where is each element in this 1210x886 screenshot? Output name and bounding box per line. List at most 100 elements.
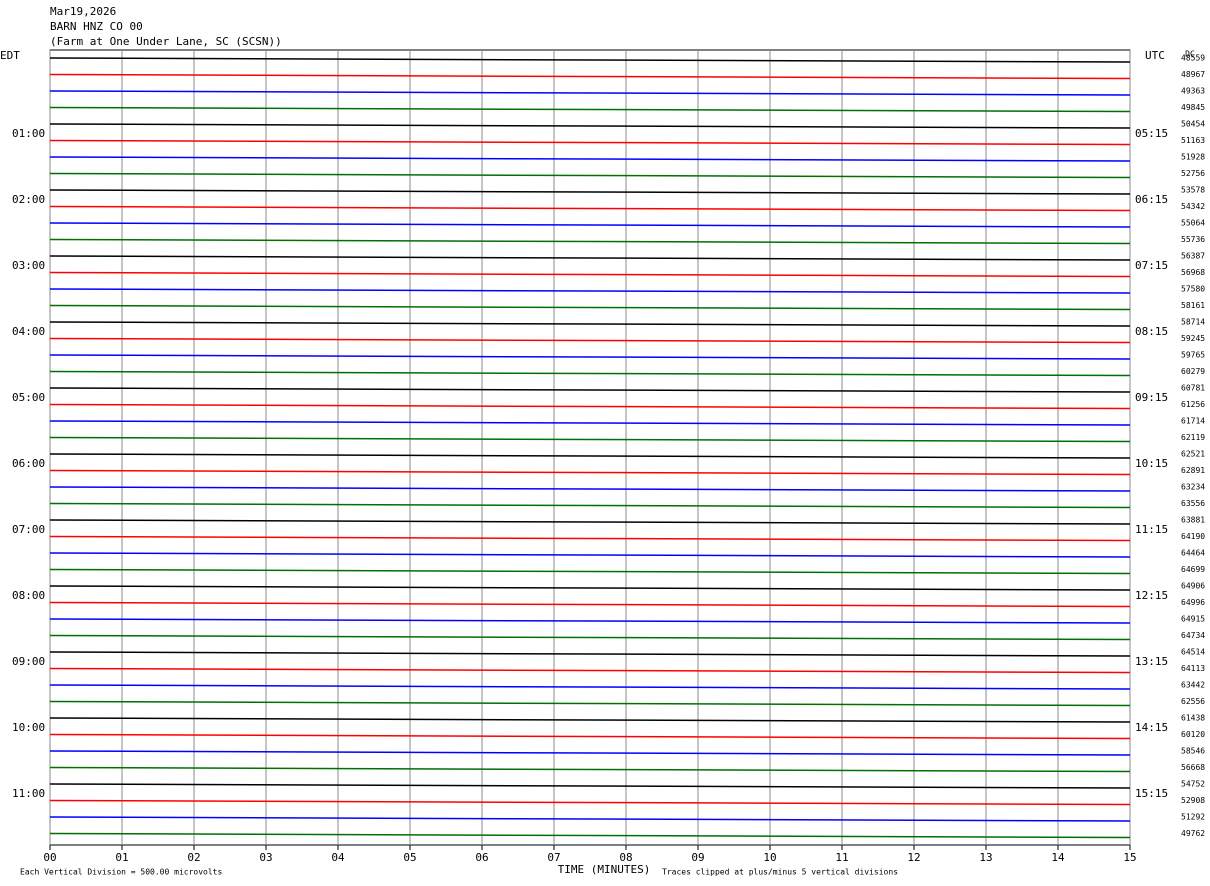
trace [49, 304, 1131, 311]
dc-value: 55736 [1181, 235, 1205, 244]
title-date: Mar19,2026 [50, 5, 116, 18]
trace [49, 238, 1131, 245]
trace [49, 486, 1131, 492]
x-tick-label: 01 [115, 851, 128, 864]
dc-value: 48559 [1181, 54, 1205, 63]
trace [49, 370, 1131, 377]
x-tick-label: 03 [259, 851, 272, 864]
trace [49, 288, 1131, 294]
dc-value: 59245 [1181, 334, 1205, 343]
trace [49, 222, 1131, 228]
trace [49, 783, 1131, 789]
trace [49, 684, 1131, 690]
x-tick-label: 13 [979, 851, 992, 864]
left-time-label: 01:00 [12, 127, 45, 140]
left-time-label: 02:00 [12, 193, 45, 206]
x-tick-label: 11 [835, 851, 848, 864]
dc-value: 54342 [1181, 202, 1205, 211]
dc-value: 49762 [1181, 829, 1205, 838]
trace [49, 436, 1131, 443]
left-time-label: EDT [0, 49, 20, 62]
right-time-label: 08:15 [1135, 325, 1168, 338]
left-time-label: 08:00 [12, 589, 45, 602]
right-time-label: 07:15 [1135, 259, 1168, 272]
trace [49, 139, 1131, 146]
x-axis-label: TIME (MINUTES) [558, 863, 651, 876]
trace [49, 667, 1131, 674]
plot-frame [49, 49, 1131, 846]
trace [49, 502, 1131, 509]
dc-value: 60781 [1181, 384, 1205, 393]
trace [49, 799, 1131, 806]
dc-value: 64514 [1181, 648, 1205, 657]
trace [49, 403, 1131, 410]
x-tick-label: 09 [691, 851, 704, 864]
dc-label: DC [1185, 50, 1195, 59]
x-tick-label: 04 [331, 851, 345, 864]
dc-value: 64734 [1181, 631, 1205, 640]
trace [49, 106, 1131, 113]
title-station: BARN HNZ CO 00 [50, 20, 143, 33]
trace [49, 568, 1131, 575]
dc-value: 60120 [1181, 730, 1205, 739]
trace [49, 255, 1131, 261]
x-tick-label: 12 [907, 851, 920, 864]
dc-value: 64464 [1181, 549, 1205, 558]
left-time-label: 03:00 [12, 259, 45, 272]
trace [49, 601, 1131, 608]
right-time-label: 12:15 [1135, 589, 1168, 602]
dc-value: 58161 [1181, 301, 1205, 310]
trace [49, 205, 1131, 212]
dc-value: 52756 [1181, 169, 1205, 178]
x-tick-label: 14 [1051, 851, 1065, 864]
trace [49, 832, 1131, 839]
dc-value: 58546 [1181, 747, 1205, 756]
left-time-label: 11:00 [12, 787, 45, 800]
dc-value: 59765 [1181, 351, 1205, 360]
dc-value: 56387 [1181, 252, 1205, 261]
x-tick-label: 08 [619, 851, 632, 864]
right-time-label: 09:15 [1135, 391, 1168, 404]
x-tick-label: 10 [763, 851, 776, 864]
dc-value: 64699 [1181, 565, 1205, 574]
dc-value: 64996 [1181, 598, 1205, 607]
dc-value: 64906 [1181, 582, 1205, 591]
trace [49, 420, 1131, 426]
title-location: (Farm at One Under Lane, SC (SCSN)) [50, 35, 282, 48]
trace [49, 337, 1131, 344]
trace [49, 618, 1131, 624]
trace [49, 766, 1131, 773]
dc-value: 49845 [1181, 103, 1205, 112]
left-time-label: 04:00 [12, 325, 45, 338]
dc-value: 61256 [1181, 400, 1205, 409]
x-tick-label: 07 [547, 851, 560, 864]
trace [49, 552, 1131, 558]
dc-value: 63234 [1181, 483, 1205, 492]
right-time-label: 05:15 [1135, 127, 1168, 140]
trace [49, 321, 1131, 327]
dc-value: 63442 [1181, 681, 1205, 690]
left-time-label: 09:00 [12, 655, 45, 668]
dc-value: 63881 [1181, 516, 1205, 525]
dc-value: 50454 [1181, 120, 1205, 129]
dc-value: 57580 [1181, 285, 1205, 294]
dc-value: 64113 [1181, 664, 1205, 673]
clip-note: Traces clipped at plus/minus 5 vertical … [662, 868, 898, 877]
dc-value: 60279 [1181, 367, 1205, 376]
right-time-label: 15:15 [1135, 787, 1168, 800]
dc-value: 51292 [1181, 813, 1205, 822]
dc-value: 61714 [1181, 417, 1205, 426]
x-tick-label: 15 [1123, 851, 1136, 864]
right-time-label: 06:15 [1135, 193, 1168, 206]
right-time-label: 10:15 [1135, 457, 1168, 470]
dc-value: 62521 [1181, 450, 1205, 459]
trace [49, 634, 1131, 641]
trace [49, 189, 1131, 195]
trace [49, 271, 1131, 278]
right-time-label: 14:15 [1135, 721, 1168, 734]
dc-value: 63556 [1181, 499, 1205, 508]
trace [49, 354, 1131, 360]
left-time-label: 10:00 [12, 721, 45, 734]
trace [49, 700, 1131, 707]
